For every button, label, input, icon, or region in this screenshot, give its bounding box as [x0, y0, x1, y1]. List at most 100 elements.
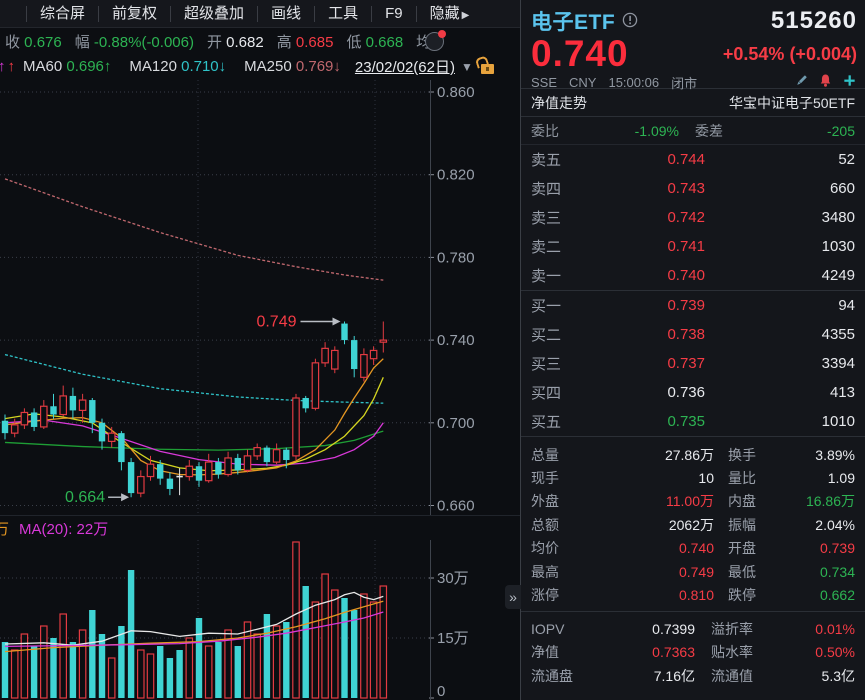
bid-row-3[interactable]: 买三 0.737 3394 — [521, 349, 865, 378]
svg-text:0.780: 0.780 — [437, 249, 475, 266]
ma-ma60-label: MA60 — [23, 58, 67, 75]
svg-text:0.820: 0.820 — [437, 167, 475, 184]
ask-price[interactable]: 0.742 — [667, 209, 705, 226]
bid-volume: 1010 — [821, 413, 855, 430]
stats-section: 总量 27.86万 换手 3.89% 现手 10 量比 1.09 外盘 11.00万 内盘 16.86… — [521, 437, 865, 607]
edit-icon[interactable] — [794, 73, 809, 91]
bid-label: 买二 — [531, 327, 562, 344]
ma-line-MA250 — [4, 178, 384, 281]
submenu-arrow-icon: ▶ — [461, 9, 470, 21]
stat-label: 贴水率 — [711, 644, 753, 661]
stats-row-0: 总量 27.86万 换手 3.89% — [531, 443, 855, 466]
underlying-fund-name[interactable]: 华宝中证电子50ETF — [728, 94, 855, 111]
stat-value: 0.740 — [678, 540, 714, 557]
bid-row-5[interactable]: 买五 0.735 1010 — [521, 407, 865, 436]
weibi-value: -1.09% — [634, 122, 679, 139]
info-open: 开 0.682 — [207, 31, 264, 52]
weicha-label: 委差 — [695, 122, 723, 139]
bid-price[interactable]: 0.736 — [667, 384, 705, 401]
info-low-label: 低 — [346, 34, 362, 51]
alert-bell-icon[interactable] — [818, 73, 833, 91]
bid-price[interactable]: 0.738 — [667, 326, 705, 343]
ma-ma60-value: 0.696↑ — [66, 58, 112, 75]
info-change-value: -0.88%(-0.006) — [89, 34, 194, 51]
bid-row-2[interactable]: 买二 0.738 4355 — [521, 320, 865, 349]
ma-prefix-arrow-0: ↑ — [0, 58, 6, 75]
svg-text:0.664: 0.664 — [65, 489, 105, 506]
ma-ma120-value: 0.710↓ — [181, 58, 227, 75]
volume-ma-lines — [4, 591, 384, 653]
bid-price[interactable]: 0.739 — [667, 297, 705, 314]
stat-label: 净值 — [531, 644, 559, 661]
price-annotations: 0.749 0.664 — [65, 313, 341, 506]
price-chart[interactable]: 0.860 0.820 0.780 0.740 0.700 0.660 0.749 0.664 — [0, 80, 520, 515]
add-icon[interactable] — [842, 73, 857, 91]
date-range-selector[interactable]: 23/02/02(62日) — [354, 59, 455, 76]
extra-row-0: IOPV 0.7399 溢折率 0.01% — [531, 617, 855, 641]
stat-label: 最低 — [728, 563, 756, 580]
stat-label: 跌停 — [728, 587, 756, 604]
currency-label: CNY — [569, 74, 597, 90]
bid-volume: 413 — [829, 384, 855, 401]
menu-item-1[interactable]: 前复权 — [99, 5, 172, 22]
security-name: 电子ETF — [531, 11, 616, 34]
stat-label: 均价 — [531, 540, 559, 557]
ask-volume: 4249 — [821, 267, 855, 284]
info-close-value: 0.676 — [20, 34, 62, 51]
stat-label: 内盘 — [728, 493, 756, 510]
volume-bars — [1, 541, 388, 699]
stat-label: 量比 — [728, 470, 756, 487]
chevron-down-icon[interactable]: ▼ — [460, 59, 473, 74]
ma-ma120-label: MA120 — [129, 58, 182, 75]
ask-price[interactable]: 0.741 — [667, 238, 705, 255]
quote-time: 15:00:06 — [608, 74, 660, 90]
bid-price[interactable]: 0.737 — [667, 355, 705, 372]
bid-label: 买五 — [531, 414, 562, 431]
bid-label: 买四 — [531, 385, 562, 402]
stats-row-1: 现手 10 量比 1.09 — [531, 466, 855, 489]
stat-value: 7.16亿 — [653, 667, 695, 684]
volume-chart[interactable]: 30万 15万 0 — [0, 540, 520, 700]
ask-price[interactable]: 0.744 — [667, 151, 705, 168]
bid-label: 买一 — [531, 298, 562, 315]
stats-row-6: 涨停 0.810 跌停 0.662 — [531, 583, 855, 606]
menu-item-6[interactable]: 隐藏 ▶ — [429, 4, 470, 22]
notification-icon[interactable] — [425, 30, 447, 51]
security-code: 515260 — [770, 7, 857, 34]
stat-value: 0.662 — [819, 587, 855, 604]
menu-item-2[interactable]: 超级叠加 — [171, 5, 259, 22]
menu-item-5[interactable]: F9 — [372, 5, 417, 22]
bid-row-4[interactable]: 买四 0.736 413 — [521, 378, 865, 407]
stat-label: 开盘 — [728, 540, 756, 557]
bid-row-1[interactable]: 买一 0.739 94 — [521, 291, 865, 320]
weicha-value: -205 — [826, 122, 855, 139]
ask-price[interactable]: 0.743 — [667, 180, 705, 197]
info-open-label: 开 — [206, 34, 222, 51]
quote-panel: 电子ETF 515260 0.740 +0.54% (+0.004) SSE C… — [520, 0, 865, 700]
ask-row-4[interactable]: 卖二 0.741 1030 — [521, 232, 865, 261]
ask-label: 卖四 — [531, 181, 562, 198]
ask-row-2[interactable]: 卖四 0.743 660 — [521, 174, 865, 203]
bid-volume: 4355 — [821, 326, 855, 343]
bid-label: 买三 — [531, 356, 562, 373]
info-icon[interactable] — [622, 12, 638, 33]
ma-token-ma250: MA250 0.769↓ — [244, 58, 341, 75]
stat-label: 最高 — [531, 563, 559, 580]
ask-label: 卖五 — [531, 152, 562, 169]
ask-row-1[interactable]: 卖五 0.744 52 — [521, 145, 865, 174]
stats-row-2: 外盘 11.00万 内盘 16.86万 — [531, 490, 855, 513]
panel-expander[interactable]: » — [505, 585, 521, 609]
ask-price[interactable]: 0.740 — [667, 267, 705, 284]
bid-volume: 3394 — [821, 355, 855, 372]
ask-row-5[interactable]: 卖一 0.740 4249 — [521, 261, 865, 290]
ask-row-3[interactable]: 卖三 0.742 3480 — [521, 203, 865, 232]
bid-price[interactable]: 0.735 — [667, 413, 705, 430]
menu-item-0[interactable]: 综合屏 — [27, 5, 100, 22]
unlock-icon[interactable] — [480, 63, 494, 74]
menu-item-3[interactable]: 画线 — [258, 5, 316, 22]
menu-item-4[interactable]: 工具 — [315, 5, 373, 22]
ma-token-ma120: MA120 0.710↓ — [129, 58, 226, 75]
tab-nav-trend[interactable]: 净值走势 — [531, 94, 587, 111]
ask-volume: 660 — [829, 180, 855, 197]
bid-levels: 买一 0.739 94 买二 0.738 4355 买三 0.737 3394 买四 0.736 41… — [521, 291, 865, 436]
